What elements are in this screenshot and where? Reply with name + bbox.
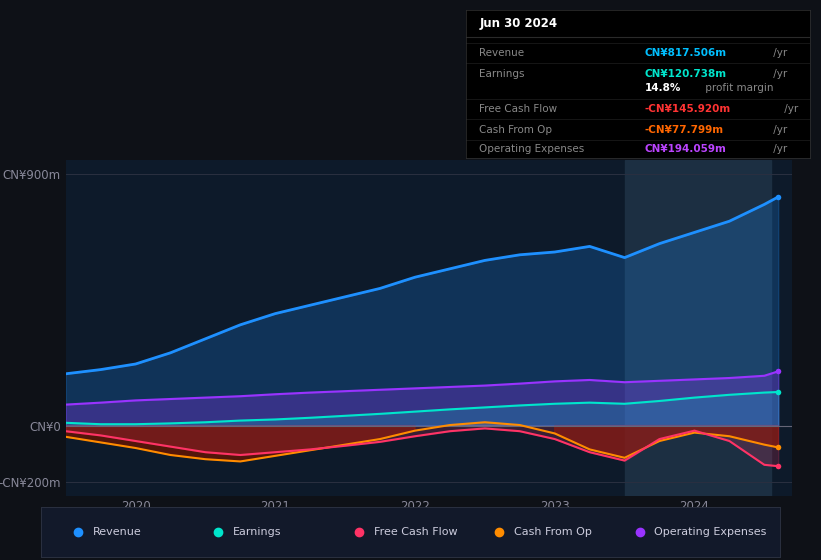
Text: Earnings: Earnings [233,527,282,537]
Text: -CN¥77.799m: -CN¥77.799m [644,125,724,135]
Text: Jun 30 2024: Jun 30 2024 [479,17,557,30]
Text: /yr: /yr [770,125,787,135]
Bar [625,160,771,496]
Text: Operating Expenses: Operating Expenses [479,144,585,154]
Text: 14.8%: 14.8% [644,83,681,94]
Text: CN¥120.738m: CN¥120.738m [644,69,727,78]
Text: /yr: /yr [770,69,787,78]
Text: Operating Expenses: Operating Expenses [654,527,767,537]
Text: profit margin: profit margin [702,83,773,94]
Text: CN¥817.506m: CN¥817.506m [644,48,727,58]
Text: Revenue: Revenue [93,527,141,537]
Text: /yr: /yr [782,104,799,114]
Text: Earnings: Earnings [479,69,525,78]
Text: Free Cash Flow: Free Cash Flow [374,527,457,537]
Text: Cash From Op: Cash From Op [479,125,553,135]
Text: -CN¥145.920m: -CN¥145.920m [644,104,731,114]
Text: /yr: /yr [770,144,787,154]
Text: CN¥194.059m: CN¥194.059m [644,144,727,154]
Text: Free Cash Flow: Free Cash Flow [479,104,557,114]
Text: Revenue: Revenue [479,48,525,58]
Text: /yr: /yr [770,48,787,58]
Text: Cash From Op: Cash From Op [514,527,592,537]
